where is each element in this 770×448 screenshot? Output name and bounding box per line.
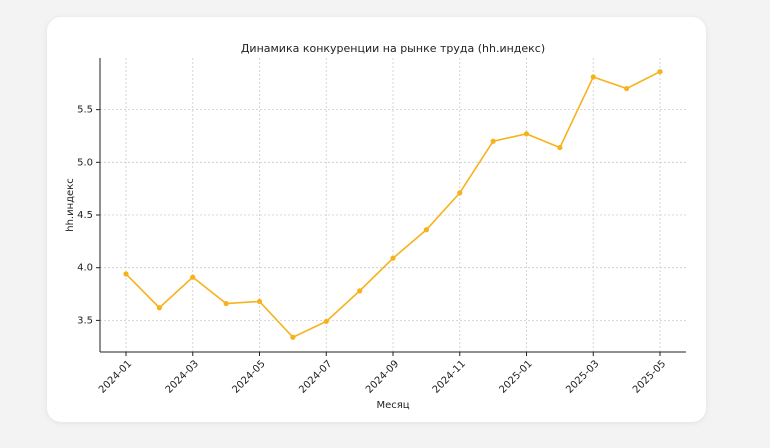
data-point [490, 138, 496, 144]
x-tick-label: 2024-03 [164, 358, 201, 395]
x-tick-label: 2024-01 [97, 358, 134, 395]
x-tick-label: 2024-11 [431, 358, 468, 395]
y-tick-label: 4.0 [77, 263, 93, 274]
data-point [256, 298, 263, 305]
x-axis-label: Месяц [376, 400, 409, 411]
x-tick-label: 2024-07 [297, 358, 334, 395]
data-point [590, 74, 596, 80]
y-tick-label: 3.5 [77, 315, 93, 326]
card [47, 17, 706, 422]
data-point [123, 271, 129, 277]
chart-title: Динамика конкуренции на рынке труда (hh.… [241, 42, 545, 55]
y-axis-label: hh.индекс [65, 178, 76, 232]
x-tick-label: 2024-05 [230, 358, 267, 395]
data-point [457, 190, 463, 196]
data-point [624, 85, 630, 92]
data-point [290, 334, 296, 340]
data-point [557, 144, 563, 151]
data-point [190, 274, 196, 280]
y-tick-label: 5.5 [77, 105, 93, 116]
data-point [390, 255, 396, 261]
data-point [657, 69, 663, 75]
data-point [523, 131, 530, 137]
x-tick-label: 2025-03 [564, 358, 601, 395]
data-point [423, 227, 429, 233]
x-tick-label: 2025-01 [497, 358, 534, 395]
data-point [156, 305, 162, 311]
y-tick-label: 4.5 [77, 210, 93, 221]
data-point [223, 300, 229, 307]
data-point [323, 318, 329, 325]
x-tick-label: 2024-09 [364, 358, 401, 395]
data-point [357, 288, 363, 294]
x-tick-label: 2025-05 [631, 358, 668, 395]
y-tick-label: 5.0 [77, 157, 93, 168]
